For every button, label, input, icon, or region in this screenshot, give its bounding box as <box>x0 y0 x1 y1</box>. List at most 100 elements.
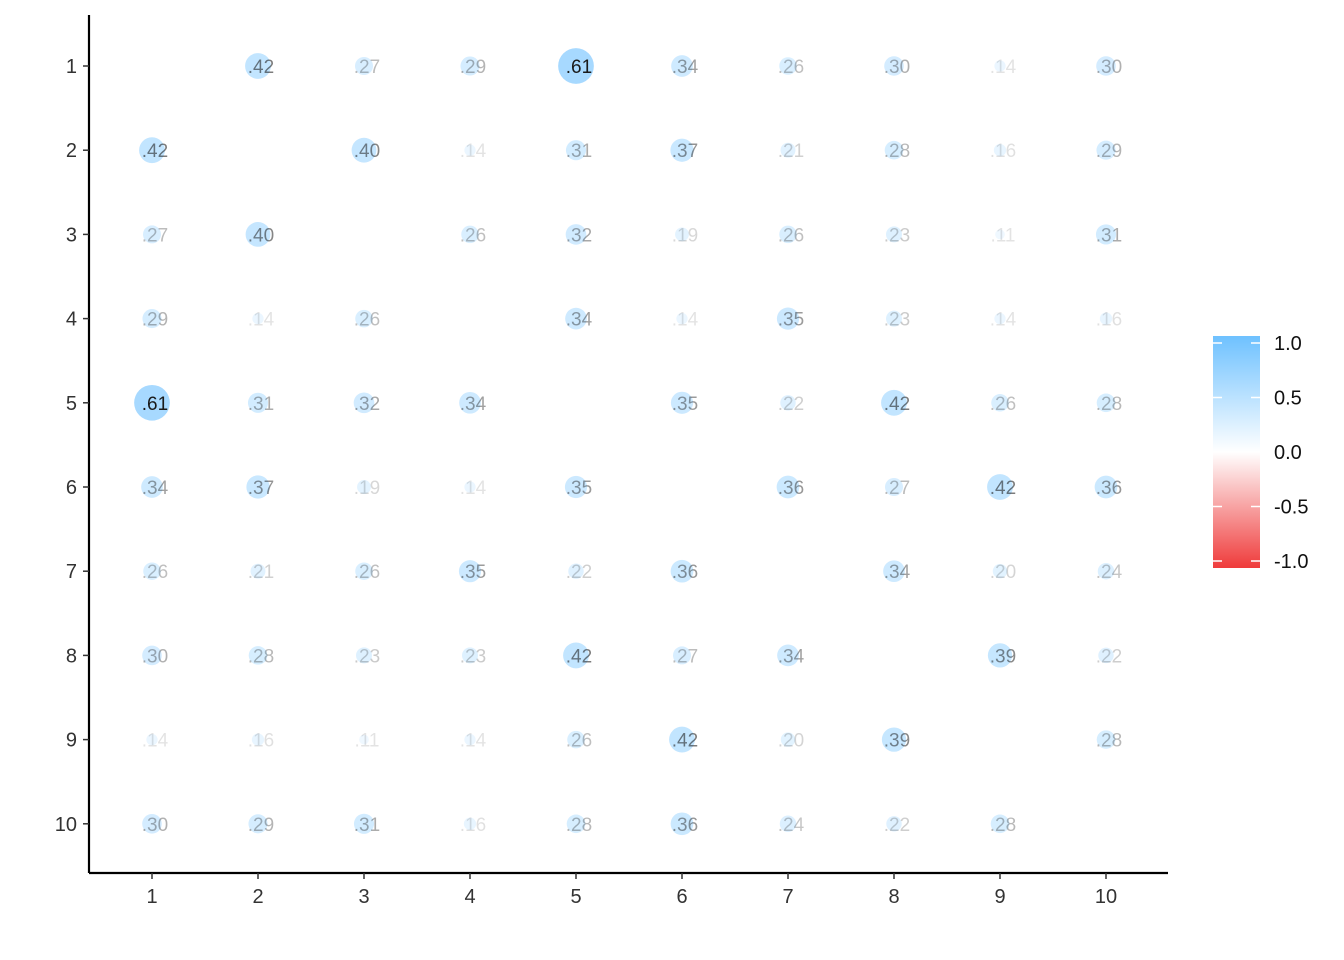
cell-bubble-6-8 <box>884 477 904 497</box>
cell-bubble-9-1 <box>146 733 158 746</box>
cell-bubble-5-7 <box>780 395 796 411</box>
color-legend: 1.0 0.5 0.0 -0.5 -1.0 <box>1213 333 1308 573</box>
x-tick-label-7: 7 <box>782 886 793 908</box>
cell-label-1-7: .26 <box>778 57 804 78</box>
cell-bubble-4-8 <box>886 310 902 327</box>
x-tick-label-10: 10 <box>1095 886 1117 908</box>
axes: 1 2 3 4 5 6 7 8 9 10 1 2 3 4 5 6 7 8 9 10 <box>55 15 1168 908</box>
cell-bubble-6-3 <box>357 480 371 494</box>
cell-bubble-7-5 <box>568 563 584 579</box>
cell-label-9-3: .11 <box>354 731 379 752</box>
cell-label-3-5: .32 <box>566 225 592 246</box>
cell-label-2-9: .16 <box>990 141 1016 162</box>
cell-label-5-4: .34 <box>460 394 487 415</box>
cell-bubble-9-7 <box>780 732 796 747</box>
cell-bubble-7-9 <box>992 564 1008 579</box>
cell-label-6-8: .27 <box>884 478 910 499</box>
cell-bubble-5-4 <box>459 391 481 414</box>
cell-label-10-9: .28 <box>990 815 1016 836</box>
cell-label-9-2: .16 <box>248 731 274 752</box>
cell-bubble-7-2 <box>250 563 266 579</box>
cell-label-2-8: .28 <box>884 141 910 162</box>
cell-label-8-6: .27 <box>672 646 698 667</box>
y-tick-label-5: 5 <box>66 393 77 415</box>
cell-label-8-1: .30 <box>142 646 168 667</box>
cell-bubble-4-7 <box>776 307 800 330</box>
cell-label-2-6: .37 <box>672 141 698 162</box>
cell-bubble-8-7 <box>777 644 799 667</box>
cell-bubble-5-1 <box>134 384 170 421</box>
y-tick-label-7: 7 <box>66 561 77 583</box>
cell-label-6-1: .34 <box>142 478 169 499</box>
cell-label-2-10: .29 <box>1096 141 1122 162</box>
cell-bubble-6-5 <box>564 475 588 499</box>
cell-bubble-6-2 <box>246 475 270 499</box>
cell-label-8-7: .34 <box>778 646 805 667</box>
cell-label-5-6: .35 <box>672 394 698 415</box>
legend-label-4: -1.0 <box>1274 551 1308 573</box>
y-tick-label-3: 3 <box>66 224 77 246</box>
cell-label-7-2: .21 <box>248 562 274 583</box>
cell-label-8-9: .39 <box>990 646 1016 667</box>
cell-label-2-3: .40 <box>354 141 380 162</box>
cell-bubble-2-9 <box>993 144 1007 157</box>
x-tick-label-5: 5 <box>570 886 581 908</box>
cell-label-10-7: .24 <box>778 815 805 836</box>
cell-label-3-9: .11 <box>990 225 1015 246</box>
cell-label-3-6: .19 <box>672 225 698 246</box>
cell-label-2-5: .31 <box>566 141 592 162</box>
cell-label-9-8: .39 <box>884 731 910 752</box>
y-tick-label-4: 4 <box>66 309 77 331</box>
legend-label-0: 1.0 <box>1274 333 1302 355</box>
cell-bubble-5-3 <box>353 392 375 414</box>
cell-bubble-7-4 <box>458 560 482 583</box>
cell-bubble-7-3 <box>355 562 373 580</box>
cell-label-1-10: .30 <box>1096 57 1122 78</box>
cell-bubble-8-10 <box>1098 647 1114 664</box>
x-tick-label-6: 6 <box>676 886 687 908</box>
y-tick-label-6: 6 <box>66 477 77 499</box>
y-tick-label-10: 10 <box>55 814 77 836</box>
cell-bubble-10-7 <box>779 815 797 833</box>
x-tick-label-9: 9 <box>994 886 1005 908</box>
cell-bubble-7-10 <box>1097 562 1115 580</box>
cell-label-8-4: .23 <box>460 646 486 667</box>
cell-label-1-2: .42 <box>248 57 274 78</box>
cell-label-5-9: .26 <box>990 394 1016 415</box>
cell-label-10-1: .30 <box>142 815 168 836</box>
cell-label-2-7: .21 <box>778 141 804 162</box>
cell-label-10-3: .31 <box>354 815 380 836</box>
cell-bubble-4-5 <box>565 307 587 330</box>
y-tick-label-8: 8 <box>66 645 77 667</box>
cell-label-7-8: .34 <box>884 562 911 583</box>
cell-label-5-10: .28 <box>1096 394 1122 415</box>
cell-label-9-7: .20 <box>778 731 804 752</box>
cell-bubble-8-2 <box>248 646 268 665</box>
x-tick-label-2: 2 <box>252 886 263 908</box>
cell-bubble-4-10 <box>1099 312 1113 325</box>
y-tick-label-1: 1 <box>66 56 77 78</box>
cell-bubble-2-1 <box>139 137 165 164</box>
cell-label-4-2: .14 <box>248 310 275 331</box>
cell-label-3-8: .23 <box>884 225 910 246</box>
cell-bubble-1-7 <box>779 57 797 75</box>
cell-bubble-7-6 <box>670 559 694 583</box>
cell-label-10-6: .36 <box>672 815 698 836</box>
y-tick-label-2: 2 <box>66 140 77 162</box>
x-tick-label-8: 8 <box>888 886 899 908</box>
cell-label-3-1: .27 <box>142 225 168 246</box>
cell-label-1-9: .14 <box>990 57 1017 78</box>
cell-label-9-4: .14 <box>460 731 487 752</box>
cell-bubble-7-1 <box>143 562 161 580</box>
cell-label-10-4: .16 <box>460 815 486 836</box>
cell-bubble-9-4 <box>464 733 476 746</box>
cell-bubble-2-10 <box>1096 140 1116 160</box>
cell-bubble-8-3 <box>356 647 372 664</box>
cell-label-1-4: .29 <box>460 57 486 78</box>
cell-bubble-10-4 <box>463 817 477 830</box>
cell-bubble-7-8 <box>883 560 905 583</box>
legend-label-3: -0.5 <box>1274 497 1308 519</box>
cell-label-10-2: .29 <box>248 815 274 836</box>
cell-label-6-9: .42 <box>990 478 1016 499</box>
cell-bubble-6-4 <box>464 481 476 493</box>
